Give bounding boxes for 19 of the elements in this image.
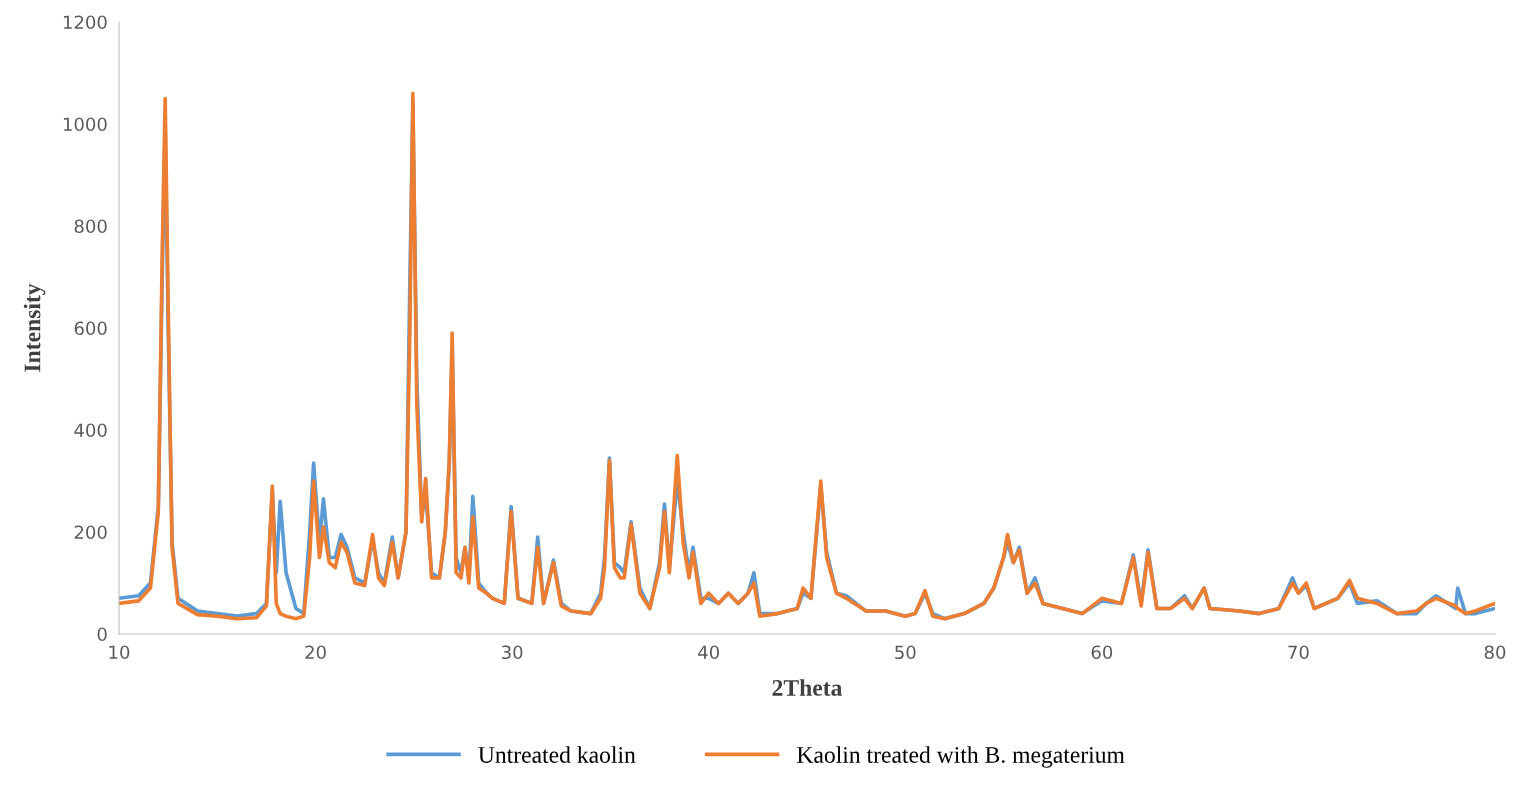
x-tick-label: 60: [1091, 645, 1113, 660]
x-axis-title: 2Theta: [772, 679, 843, 696]
legend-label: Kaolin treated with B. megaterium: [797, 746, 1125, 768]
x-tick-label: 50: [895, 645, 916, 660]
x-tick-label: 40: [698, 645, 719, 660]
y-axis-title: Intensity: [23, 283, 46, 372]
y-tick-label: 200: [74, 525, 107, 540]
y-tick-label: 600: [74, 321, 107, 336]
y-tick-label: 0: [97, 627, 107, 642]
y-tick-label: 400: [74, 423, 107, 438]
x-tick-label: 70: [1288, 645, 1309, 660]
y-tick-label: 1200: [63, 15, 107, 30]
legend-label: Untreated kaolin: [478, 746, 636, 763]
x-tick-label: 80: [1484, 645, 1506, 660]
x-tick-label: 30: [502, 645, 523, 660]
x-tick-label: 20: [305, 645, 326, 660]
y-tick-label: 800: [74, 219, 107, 234]
x-tick-label: 10: [109, 645, 130, 660]
y-tick-label: 1000: [63, 117, 107, 132]
